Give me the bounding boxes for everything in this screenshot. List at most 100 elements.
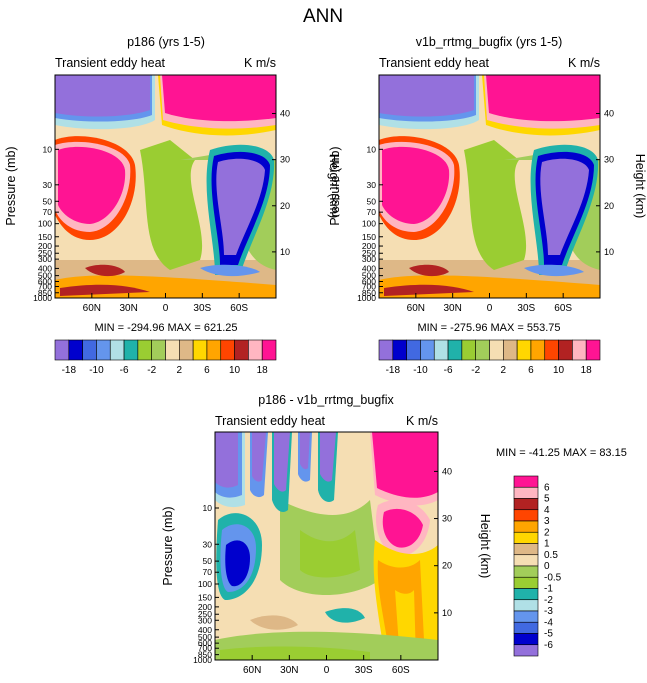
colorbar-swatch <box>54 339 70 361</box>
y-tick-label-pressure: 200 <box>362 241 376 251</box>
colorbar-swatch <box>392 339 407 361</box>
x-tick-label: 0 <box>324 665 330 676</box>
colorbar-swatch <box>447 339 463 361</box>
y-axis-label-pressure: Pressure (mb) <box>328 146 342 225</box>
y-tick-label-pressure: 50 <box>367 196 377 206</box>
colorbar-label: 10 <box>229 365 241 376</box>
y-tick-label-pressure: 150 <box>362 232 376 242</box>
colorbar-swatch <box>544 339 559 361</box>
y-tick-label-pressure: 250 <box>362 248 376 258</box>
colorbar-label: 0.5 <box>544 550 558 561</box>
y-tick-label-pressure: 10 <box>367 144 377 154</box>
colorbar-label: -18 <box>386 365 401 376</box>
colorbar-swatch <box>513 644 539 657</box>
colorbar-swatch <box>513 576 539 589</box>
colorbar-swatch <box>68 339 83 361</box>
page-title: ANN <box>303 6 343 27</box>
colorbar: -18 -10 -6 -2 2 6 10 18 <box>54 339 277 376</box>
x-tick-label: 60S <box>554 303 572 314</box>
x-tick-label: 60S <box>392 665 410 676</box>
colorbar-swatch <box>261 339 277 361</box>
colorbar-label: 10 <box>553 365 565 376</box>
colorbar-swatch <box>585 339 601 361</box>
y-tick-label-pressure: 100 <box>362 219 376 229</box>
y-tick-label-pressure: 600 <box>38 277 52 287</box>
y-tick-label-pressure: 1000 <box>193 655 212 665</box>
y-tick-label-height: 40 <box>442 466 452 476</box>
colorbar-swatch <box>461 339 476 361</box>
y-tick-label-height: 20 <box>604 201 614 211</box>
colorbar-swatch <box>513 486 539 499</box>
y-tick-label-pressure: 600 <box>362 277 376 287</box>
y-tick-label-pressure: 200 <box>38 241 52 251</box>
colorbar-swatch <box>489 339 504 361</box>
colorbar-swatch <box>513 475 539 488</box>
x-tick-label: 30N <box>443 303 461 314</box>
colorbar-label: -0.5 <box>544 572 562 583</box>
colorbar-swatch <box>513 599 539 612</box>
colorbar-swatch <box>179 339 194 361</box>
contour-field <box>379 75 600 298</box>
panel-title: p186 (yrs 1-5) <box>127 35 205 49</box>
y-tick-label-pressure: 700 <box>198 643 212 653</box>
colorbar-label: -2 <box>544 595 553 606</box>
y-tick-label-pressure: 150 <box>198 592 212 602</box>
colorbar-label: -2 <box>471 365 480 376</box>
y-tick-label-height: 10 <box>280 247 290 257</box>
colorbar-swatch <box>109 339 125 361</box>
x-tick-label: 60N <box>243 665 261 676</box>
colorbar-label: 1 <box>544 539 550 550</box>
min-max-stats: MIN = -294.96 MAX = 621.25 <box>94 322 237 334</box>
x-tick-label: 60S <box>230 303 248 314</box>
colorbar-label: -10 <box>89 365 104 376</box>
y-axis-label-pressure: Pressure (mb) <box>161 506 175 585</box>
colorbar-swatch <box>513 588 539 601</box>
colorbar-swatch <box>248 339 263 361</box>
panel-units-label: K m/s <box>568 56 600 70</box>
y-axis-label-height: Height (km) <box>327 154 341 219</box>
colorbar-label: 3 <box>544 516 550 527</box>
colorbar-swatch <box>572 339 587 361</box>
colorbar-label: -6 <box>544 640 553 651</box>
colorbar-label: -6 <box>444 365 453 376</box>
colorbar-swatch <box>513 509 539 522</box>
colorbar-label: 6 <box>544 482 550 493</box>
y-tick-label-pressure: 500 <box>362 271 376 281</box>
y-tick-label-height: 40 <box>604 109 614 119</box>
colorbar-swatch <box>234 339 249 361</box>
colorbar-swatch <box>137 339 152 361</box>
y-tick-label-pressure: 600 <box>198 638 212 648</box>
colorbar-swatch <box>513 565 539 578</box>
y-tick-label-pressure: 400 <box>38 263 52 273</box>
colorbar-label: -2 <box>147 365 156 376</box>
panel-left-label: Transient eddy heat <box>55 56 166 70</box>
y-tick-label-pressure: 850 <box>38 288 52 298</box>
y-tick-label-pressure: 100 <box>198 579 212 589</box>
colorbar-label: 4 <box>544 505 550 516</box>
colorbar-label: -6 <box>120 365 129 376</box>
y-tick-label-pressure: 500 <box>38 271 52 281</box>
min-max-stats: MIN = -41.25 MAX = 83.15 <box>496 447 627 459</box>
colorbar-label: -4 <box>544 617 553 628</box>
colorbar-label: 2 <box>177 365 183 376</box>
panel-p186: p186 (yrs 1-5) Transient eddy heat K m/s <box>4 35 341 376</box>
colorbar-swatch <box>503 339 518 361</box>
y-tick-label-pressure: 1000 <box>357 293 376 303</box>
y-tick-label-pressure: 300 <box>198 615 212 625</box>
colorbar-label: -18 <box>62 365 77 376</box>
colorbar-swatch <box>513 610 539 623</box>
colorbar-swatch <box>513 633 539 646</box>
x-tick-label: 30S <box>517 303 535 314</box>
y-tick-label-pressure: 400 <box>198 625 212 635</box>
y-axis-label-pressure: Pressure (mb) <box>4 146 18 225</box>
y-tick-label-pressure: 1000 <box>33 293 52 303</box>
colorbar-swatch <box>420 339 435 361</box>
colorbar-swatch <box>378 339 394 361</box>
panel-left-label: Transient eddy heat <box>379 56 490 70</box>
colorbar-swatch <box>433 339 449 361</box>
x-tick-label: 60N <box>83 303 101 314</box>
x-tick-label: 0 <box>163 303 169 314</box>
